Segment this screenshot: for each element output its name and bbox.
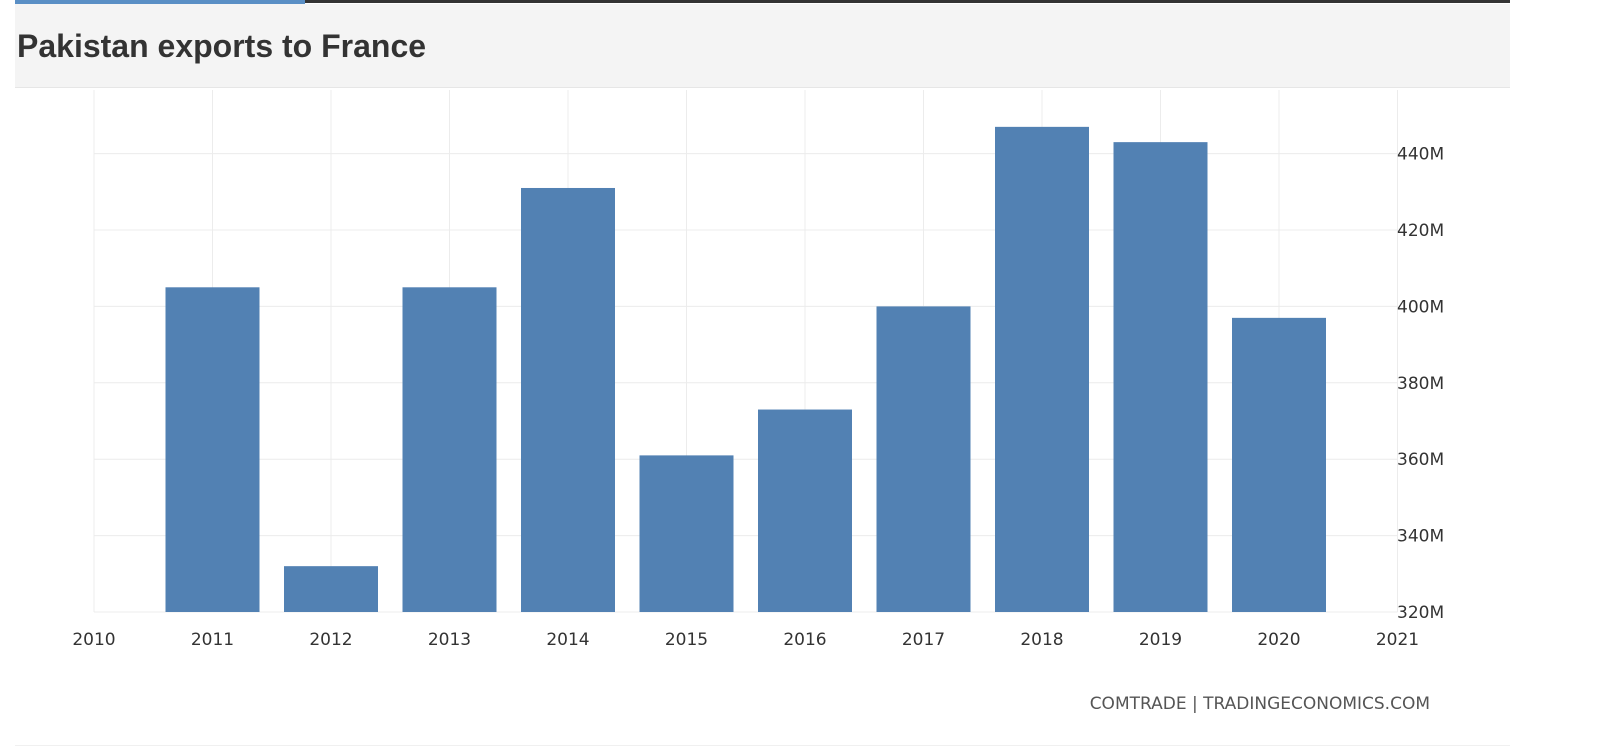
top-rule — [15, 0, 1510, 3]
y-tick-label: 360M — [1397, 450, 1444, 470]
x-tick-label: 2021 — [1376, 630, 1419, 650]
bar-2016 — [758, 409, 852, 612]
bar-2019 — [1113, 142, 1208, 612]
x-tick-label: 2010 — [72, 630, 115, 650]
x-tick-label: 2020 — [1257, 630, 1300, 650]
x-tick-label: 2019 — [1139, 630, 1182, 650]
bar-2015 — [639, 455, 734, 612]
active-tab-indicator — [15, 0, 305, 4]
chart-title: Pakistan exports to France — [17, 28, 427, 64]
bar-2013 — [402, 287, 497, 612]
x-tick-label: 2018 — [1020, 630, 1063, 650]
bar-2020 — [1232, 317, 1326, 612]
bar-2011 — [165, 287, 260, 612]
x-tick-label: 2015 — [665, 630, 708, 650]
y-tick-label: 320M — [1397, 603, 1444, 623]
bar-2014 — [521, 187, 615, 613]
x-tick-label: 2011 — [191, 630, 234, 650]
x-tick-label: 2014 — [546, 630, 589, 650]
x-tick-label: 2017 — [902, 630, 945, 650]
bar-2012 — [284, 566, 378, 612]
x-tick-label: 2013 — [428, 630, 471, 650]
y-tick-label: 340M — [1397, 527, 1444, 547]
y-tick-label: 420M — [1397, 221, 1444, 241]
bar-2017 — [876, 306, 971, 612]
y-tick-label: 400M — [1397, 297, 1444, 317]
x-tick-label: 2012 — [309, 630, 352, 650]
title-bar: Pakistan exports to France — [15, 4, 1510, 88]
bar-2018 — [995, 126, 1089, 613]
x-tick-label: 2016 — [783, 630, 826, 650]
y-tick-label: 380M — [1397, 374, 1444, 394]
source-credit: COMTRADE | TRADINGECONOMICS.COM — [1090, 694, 1430, 714]
y-tick-label: 440M — [1397, 145, 1444, 165]
